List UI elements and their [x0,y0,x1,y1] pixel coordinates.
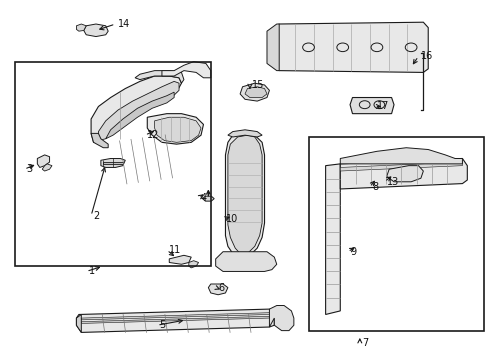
Text: 15: 15 [252,80,265,90]
Text: 3: 3 [26,164,33,174]
Polygon shape [208,284,228,295]
Polygon shape [76,24,86,31]
Polygon shape [81,316,270,323]
Polygon shape [202,196,214,201]
Polygon shape [91,76,181,142]
Polygon shape [245,87,267,98]
Polygon shape [76,315,81,332]
Polygon shape [240,83,270,101]
Text: 7: 7 [362,338,368,348]
Polygon shape [340,158,467,189]
Polygon shape [76,309,274,332]
Polygon shape [103,162,123,164]
Polygon shape [274,22,428,72]
Text: 6: 6 [218,283,224,293]
Polygon shape [37,155,49,167]
Text: 1: 1 [89,266,95,276]
Polygon shape [225,134,265,259]
Text: 11: 11 [169,245,181,255]
Polygon shape [81,313,270,320]
Polygon shape [189,261,198,268]
Text: 4: 4 [201,193,207,203]
Polygon shape [340,148,463,164]
Text: 2: 2 [94,211,100,221]
Polygon shape [340,162,463,171]
Polygon shape [228,135,262,253]
Polygon shape [101,158,125,167]
Polygon shape [155,117,201,142]
Polygon shape [270,306,294,330]
Polygon shape [326,164,340,315]
Polygon shape [84,24,108,37]
Text: 17: 17 [377,102,389,112]
Bar [15,62,211,266]
Text: 5: 5 [159,320,166,330]
Polygon shape [91,134,108,148]
Text: 10: 10 [225,215,238,224]
Polygon shape [106,92,174,139]
Polygon shape [42,164,52,171]
Polygon shape [162,62,211,78]
Polygon shape [387,166,423,182]
Text: 14: 14 [118,19,130,29]
Text: 13: 13 [387,177,399,187]
Polygon shape [216,252,277,271]
Polygon shape [169,255,191,264]
Bar [309,137,485,330]
Polygon shape [267,24,279,71]
Polygon shape [98,81,179,140]
Text: 8: 8 [372,182,378,192]
Polygon shape [350,98,394,114]
Polygon shape [228,130,262,137]
Polygon shape [147,114,203,144]
Text: 16: 16 [421,51,433,61]
Polygon shape [135,71,184,83]
Text: 12: 12 [147,130,160,140]
Text: 9: 9 [350,247,356,257]
